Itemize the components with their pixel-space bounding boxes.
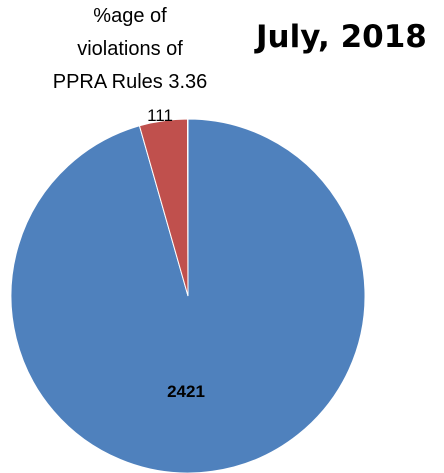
pie-data-labels: 2421 111 (147, 106, 205, 401)
chart-title: July, 2018 (254, 19, 427, 55)
subtitle-line-1: %age of (93, 5, 167, 27)
pie-data-label-2: 111 (147, 106, 173, 125)
pie-data-label-1: 2421 (167, 382, 205, 401)
pie-slices (10, 118, 366, 473)
subtitle-line-3: PPRA Rules 3.36 (53, 71, 208, 93)
subtitle-line-2: violations of (77, 38, 183, 60)
